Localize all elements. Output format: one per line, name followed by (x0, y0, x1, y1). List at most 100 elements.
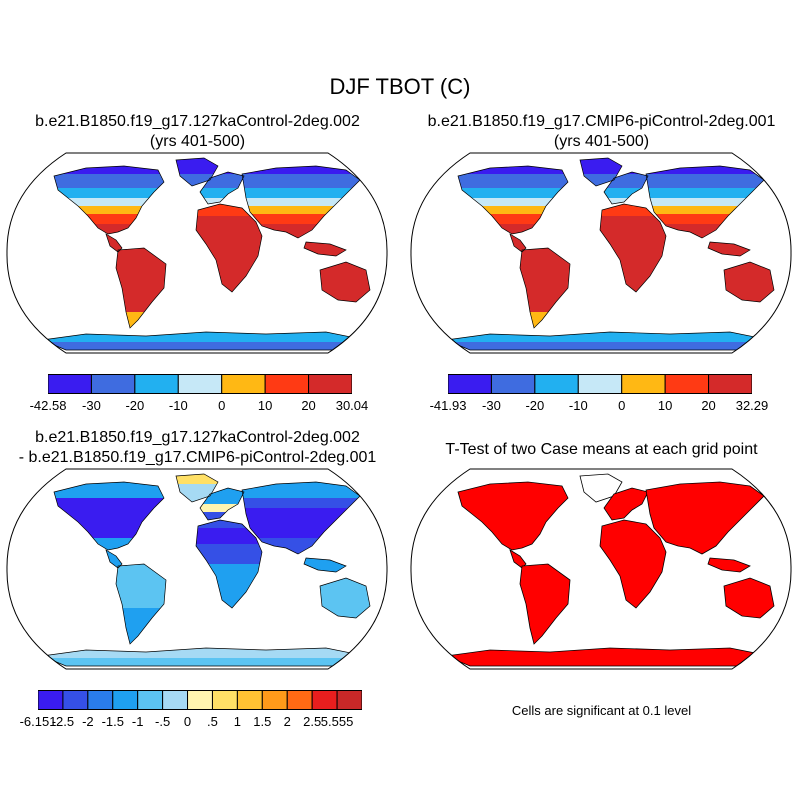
coastline-asia (645, 165, 765, 239)
colorbar-swatch (87, 690, 114, 710)
coastline-antarctica (40, 331, 357, 351)
colorbar-swatch (490, 374, 536, 394)
temperature-band (242, 206, 360, 214)
colorbar-tick-label: -1 (131, 714, 144, 729)
coastline-europe (603, 171, 649, 205)
colorbar-tick-label: .5 (207, 714, 218, 729)
temperature-band (176, 158, 218, 174)
temperature-band (54, 224, 164, 234)
colorbar-swatch (187, 690, 213, 710)
panel-2-title-line1: b.e21.B1850.f19_g17.CMIP6-piControl-2deg… (427, 113, 776, 130)
temperature-band (646, 206, 764, 214)
land-camerica (106, 234, 122, 252)
significance-note: Cells are significant at 0.1 level (511, 703, 692, 718)
colorbar-tick-label: -10 (168, 398, 188, 413)
colorbar-swatch (112, 690, 139, 710)
land-australia (723, 577, 775, 619)
colorbar-tick-label: 0 (618, 398, 626, 413)
coastline-antarctica (40, 647, 357, 667)
colorbar-tick-label: -20 (525, 398, 545, 413)
land-asia (645, 481, 765, 555)
coastline-greenland (175, 473, 219, 503)
temperature-band (320, 578, 370, 618)
land-camerica (106, 550, 122, 568)
colorbar-swatch (448, 374, 492, 394)
temperature-band (604, 188, 648, 198)
land-africa (599, 519, 667, 609)
coastline-asia (241, 165, 361, 239)
colorbar-tick-label: -2.5 (51, 714, 75, 729)
colorbar-swatch (664, 374, 710, 394)
coastline-namerica (53, 481, 165, 551)
coastline-samerica (115, 563, 167, 645)
colorbar-tick-label: 10 (257, 398, 273, 413)
panel-3-title-line1: b.e21.B1850.f19_g17.127kaControl-2deg.00… (35, 429, 360, 446)
coastline-indonesia (303, 557, 347, 573)
temperature-band (200, 504, 244, 512)
map-panel-2 (410, 152, 792, 354)
colorbar-swatch (577, 374, 623, 394)
temperature-band (196, 528, 262, 544)
coastline-namerica (457, 165, 569, 235)
colorbar-tick-label: 20 (701, 398, 716, 413)
map-panel-1 (6, 152, 388, 354)
coastline-europe (199, 171, 245, 205)
colorbar-tick-label: 1.5 (253, 714, 272, 729)
colorbar-swatch (236, 690, 263, 710)
colorbar-swatch (211, 690, 238, 710)
colorbar-swatch (90, 374, 136, 394)
temperature-band (54, 198, 164, 206)
panel-3-title: b.e21.B1850.f19_g17.127kaControl-2deg.00… (0, 428, 395, 468)
colorbar-tick-label: 10 (657, 398, 673, 413)
temperature-band (458, 214, 568, 224)
land-samerica (519, 563, 571, 645)
land-samerica (116, 248, 166, 328)
temperature-band (646, 214, 764, 224)
colorbar-tick-label: -41.93 (429, 398, 467, 413)
temperature-band (458, 206, 568, 214)
temperature-band (458, 174, 568, 188)
colorbar-tick-label: 0 (183, 714, 192, 729)
temperature-band (458, 198, 568, 206)
land-europe (603, 487, 649, 521)
coastline-samerica (115, 247, 167, 329)
colorbar-tick-label: -6.151 (19, 714, 57, 729)
temperature-band (520, 312, 570, 328)
temperature-band (646, 188, 764, 198)
temperature-band (54, 166, 164, 174)
coastline-greenland (579, 157, 623, 187)
temperature-band (176, 474, 218, 484)
colorbar-swatch (708, 374, 752, 394)
colorbar-swatch (48, 374, 92, 394)
temperature-band (242, 166, 360, 174)
temperature-band (54, 214, 164, 224)
land-samerica (520, 248, 570, 328)
colorbar-tick-label: -.5 (155, 714, 171, 729)
colorbar-panel-2 (448, 374, 752, 394)
coastline-namerica (53, 165, 165, 235)
colorbar-panel-2-labels: -41.93 -30 -20 -10 0 10 20 32.29 (430, 398, 769, 414)
panel-1-title-line2: (yrs 401-500) (149, 133, 246, 150)
temperature-band (242, 174, 360, 188)
coastline-australia (319, 261, 371, 303)
colorbar-tick-label: -2 (82, 714, 94, 729)
coastline-antarctica (444, 331, 761, 351)
temperature-band (458, 188, 568, 198)
colorbar-swatch (137, 690, 164, 710)
colorbar-swatch (221, 374, 266, 394)
map-boundary (6, 152, 388, 354)
temperature-band (646, 198, 764, 206)
coastline-indonesia (303, 241, 347, 257)
colorbar-tick-label: 20 (301, 398, 316, 413)
panel-1-title: b.e21.B1850.f19_g17.127kaControl-2deg.00… (0, 112, 395, 152)
land-australia (320, 262, 370, 302)
temperature-band (446, 342, 760, 350)
temperature-band (458, 166, 568, 174)
land-namerica (457, 481, 569, 551)
land-africa (196, 204, 262, 292)
coastline-samerica (519, 247, 571, 329)
coastline-africa (599, 203, 667, 293)
temperature-band (54, 188, 164, 198)
panel-2-title-line2: (yrs 401-500) (553, 133, 650, 150)
panel-3-title-line2: - b.e21.B1850.f19_g17.CMIP6-piControl-2d… (18, 449, 377, 466)
